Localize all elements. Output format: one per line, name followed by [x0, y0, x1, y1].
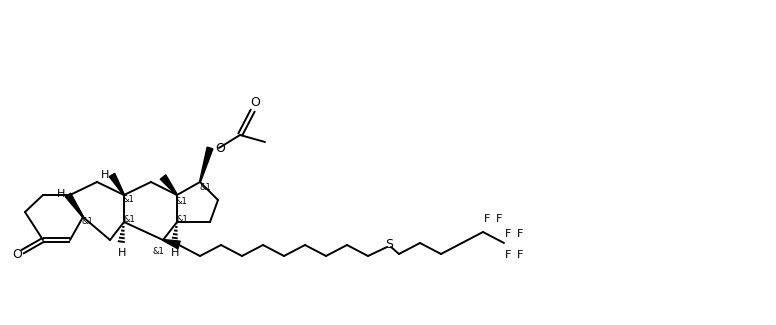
Text: F: F [505, 250, 511, 260]
Text: O: O [215, 142, 225, 155]
Text: F: F [517, 250, 523, 260]
Text: F: F [483, 214, 490, 224]
Text: &1: &1 [81, 217, 93, 227]
Text: &1: &1 [176, 214, 188, 224]
Text: F: F [505, 229, 511, 239]
Text: F: F [517, 229, 523, 239]
Text: F: F [496, 214, 502, 224]
Polygon shape [163, 240, 180, 249]
Text: &1: &1 [175, 197, 187, 205]
Text: &1: &1 [123, 214, 135, 224]
Polygon shape [160, 175, 178, 195]
Polygon shape [199, 147, 213, 182]
Text: H: H [171, 248, 179, 258]
Text: &1: &1 [122, 196, 134, 204]
Text: O: O [250, 97, 260, 110]
Text: H: H [57, 189, 65, 199]
Text: S: S [385, 239, 393, 252]
Text: O: O [12, 248, 22, 261]
Text: H: H [101, 170, 109, 180]
Text: &1: &1 [152, 248, 164, 256]
Polygon shape [109, 173, 124, 195]
Text: &1: &1 [199, 183, 211, 191]
Polygon shape [65, 193, 83, 217]
Text: H: H [118, 248, 126, 258]
